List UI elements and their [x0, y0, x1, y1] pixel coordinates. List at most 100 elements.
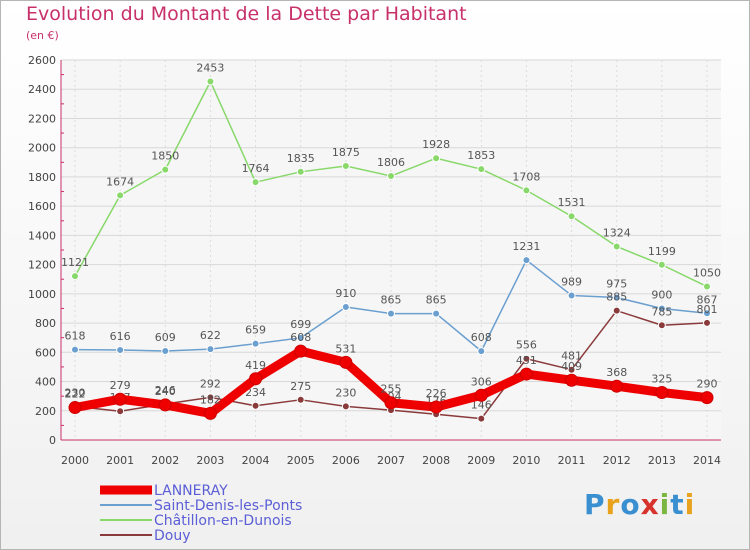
data-label: 1674 [106, 175, 134, 188]
data-point [477, 347, 486, 356]
data-point [474, 388, 488, 402]
data-label: 368 [606, 366, 627, 379]
data-label: 608 [471, 331, 492, 344]
data-point [522, 186, 531, 195]
data-point [519, 367, 533, 381]
data-label: 865 [426, 294, 447, 307]
series-ch-tillon-en-dunois: 1121 1674 1850 2453 1764 1835 1875 1806 1928 1853… [61, 61, 721, 291]
data-label: 290 [697, 378, 718, 391]
y-tick-label: 1800 [28, 171, 56, 184]
data-label: 230 [65, 386, 86, 399]
data-point [71, 272, 79, 281]
data-point [249, 372, 263, 386]
data-point [116, 345, 125, 354]
x-tick-label: 2006 [332, 454, 360, 467]
data-point [158, 398, 172, 412]
data-label: 1806 [377, 156, 405, 169]
logo-letter: t [670, 488, 685, 521]
data-point [251, 401, 260, 410]
data-label: 481 [561, 350, 582, 363]
data-label: 1835 [287, 152, 315, 165]
data-label: 801 [697, 303, 718, 316]
y-tick-label: 2200 [28, 112, 56, 125]
y-tick-label: 400 [35, 376, 56, 389]
data-point [657, 260, 666, 269]
y-tick-label: 200 [35, 405, 56, 418]
data-point [703, 282, 711, 291]
logo-letter: r [605, 488, 621, 521]
data-label: 1875 [332, 146, 360, 159]
y-tick-label: 1600 [28, 200, 56, 213]
data-label: 622 [200, 329, 221, 342]
data-label: 226 [426, 387, 447, 400]
y-tick-label: 800 [35, 317, 56, 330]
data-label: 867 [697, 293, 718, 306]
data-point [71, 345, 79, 354]
data-point [567, 291, 576, 300]
data-point [296, 167, 305, 176]
data-point [703, 309, 711, 318]
data-label: 556 [516, 339, 537, 352]
data-point [341, 402, 350, 411]
data-label: 222 [65, 388, 86, 401]
data-label: 1050 [693, 267, 721, 280]
chart-title: Evolution du Montant de la Dette par Hab… [26, 3, 467, 25]
data-point [206, 77, 215, 86]
data-label: 409 [561, 360, 582, 373]
data-label: 1928 [422, 138, 450, 151]
data-label: 275 [290, 380, 311, 393]
x-tick-label: 2014 [693, 454, 721, 467]
data-point [387, 309, 395, 318]
data-label: 292 [200, 377, 221, 390]
logo-letter: P [584, 488, 606, 521]
data-label: 1764 [242, 162, 270, 175]
x-tick-label: 2005 [287, 454, 315, 467]
data-point [429, 400, 443, 414]
data-label: 255 [381, 383, 402, 396]
proxiti-logo: Proxiti [584, 488, 695, 521]
data-point [432, 309, 441, 318]
data-label: 785 [651, 305, 672, 318]
data-point [116, 191, 125, 200]
data-point [251, 339, 260, 348]
data-point [296, 395, 305, 404]
data-label: 885 [606, 291, 627, 304]
y-tick-label: 0 [49, 434, 56, 447]
y-tick-label: 600 [35, 346, 56, 359]
data-point [703, 318, 711, 327]
logo-letter: o [620, 488, 641, 521]
series-douy: 2301972462922342752302041761465564818857… [65, 291, 718, 423]
legend-label: Douy [154, 528, 191, 544]
data-point [294, 344, 308, 358]
data-point [206, 345, 215, 354]
data-point [384, 396, 398, 410]
data-label: 865 [381, 294, 402, 307]
data-label: 1231 [512, 240, 540, 253]
data-label: 900 [651, 288, 672, 301]
data-point [612, 306, 621, 315]
data-label: 989 [561, 275, 582, 288]
logo-letter: x [640, 488, 660, 521]
data-point [203, 406, 217, 420]
data-point [610, 379, 624, 393]
data-label: 1708 [512, 170, 540, 183]
data-point [161, 165, 170, 174]
data-point [700, 391, 714, 405]
x-tick-label: 2009 [467, 454, 495, 467]
data-point [161, 346, 170, 355]
data-label: 234 [245, 386, 266, 399]
data-label: 306 [471, 375, 492, 388]
series-lanneray: 222 279 240 182 419 608 531 255 226 306 451 409 368 3… [65, 331, 718, 420]
chart-subtitle: (en €) [26, 29, 59, 42]
data-label: 1853 [467, 149, 495, 162]
data-label: 246 [155, 384, 176, 397]
data-point [113, 392, 127, 406]
legend-label: Châtillon-en-Dunois [154, 513, 292, 529]
logo-letter: i [659, 488, 671, 521]
data-label: 325 [651, 373, 672, 386]
y-tick-label: 1200 [28, 259, 56, 272]
y-tick-label: 1400 [28, 229, 56, 242]
x-tick-label: 2001 [106, 454, 134, 467]
data-label: 975 [606, 278, 627, 291]
